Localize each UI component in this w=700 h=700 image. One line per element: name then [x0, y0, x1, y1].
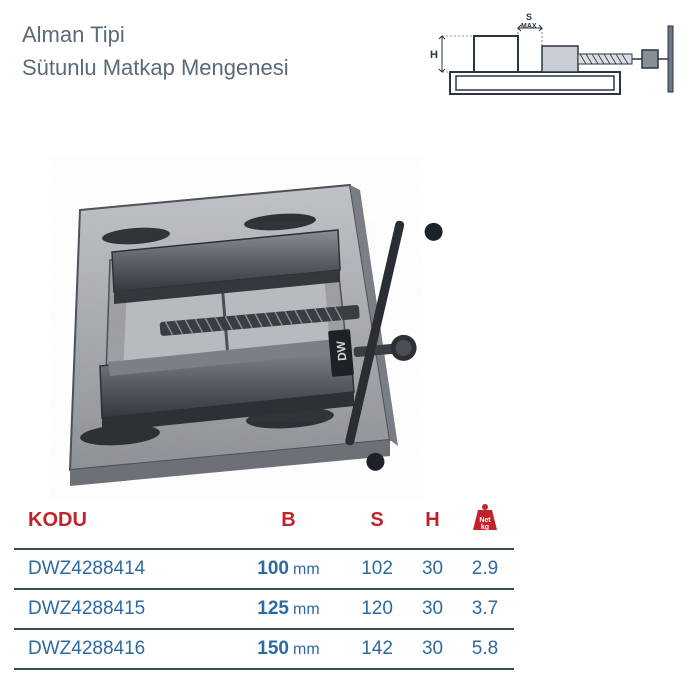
- svg-text:Net: Net: [479, 517, 491, 524]
- title-line-1: Alman Tipi: [22, 18, 289, 51]
- svg-text:DW: DW: [334, 340, 350, 362]
- cell-s-0: 102: [345, 549, 409, 589]
- cell-b-2: 150mm: [232, 629, 345, 669]
- col-code: KODU: [14, 496, 232, 549]
- title-line-2: Sütunlu Matkap Mengenesi: [22, 51, 289, 84]
- cell-h-1: 30: [409, 589, 456, 629]
- product-image: DW: [50, 130, 480, 500]
- weight-icon: Net kg: [471, 502, 499, 538]
- dimension-diagram: H S MAX: [420, 10, 680, 110]
- cell-w-2: 5.8: [456, 629, 514, 669]
- col-b: B: [232, 496, 345, 549]
- cell-b-1: 125mm: [232, 589, 345, 629]
- cell-w-0: 2.9: [456, 549, 514, 589]
- cell-code-0: DWZ4288414: [14, 549, 232, 589]
- svg-text:kg: kg: [481, 524, 489, 531]
- cell-h-0: 30: [409, 549, 456, 589]
- col-weight: Net kg: [456, 496, 514, 549]
- cell-code-1: DWZ4288415: [14, 589, 232, 629]
- table-header-row: KODU B S H Net kg: [14, 496, 514, 549]
- dim-s-label: S: [526, 12, 532, 22]
- spec-table: KODU B S H Net kg DWZ4288414 100mm 102 3…: [14, 496, 514, 670]
- col-s: S: [345, 496, 409, 549]
- cell-w-1: 3.7: [456, 589, 514, 629]
- cell-b-0: 100mm: [232, 549, 345, 589]
- cell-s-1: 120: [345, 589, 409, 629]
- dim-h-label: H: [430, 49, 438, 61]
- table-row: DWZ4288416 150mm 142 30 5.8: [14, 629, 514, 669]
- cell-h-2: 30: [409, 629, 456, 669]
- dim-smax-label: MAX: [521, 23, 537, 30]
- cell-s-2: 142: [345, 629, 409, 669]
- table-row: DWZ4288415 125mm 120 30 3.7: [14, 589, 514, 629]
- product-title: Alman Tipi Sütunlu Matkap Mengenesi: [22, 18, 289, 84]
- col-h: H: [409, 496, 456, 549]
- cell-code-2: DWZ4288416: [14, 629, 232, 669]
- table-row: DWZ4288414 100mm 102 30 2.9: [14, 549, 514, 589]
